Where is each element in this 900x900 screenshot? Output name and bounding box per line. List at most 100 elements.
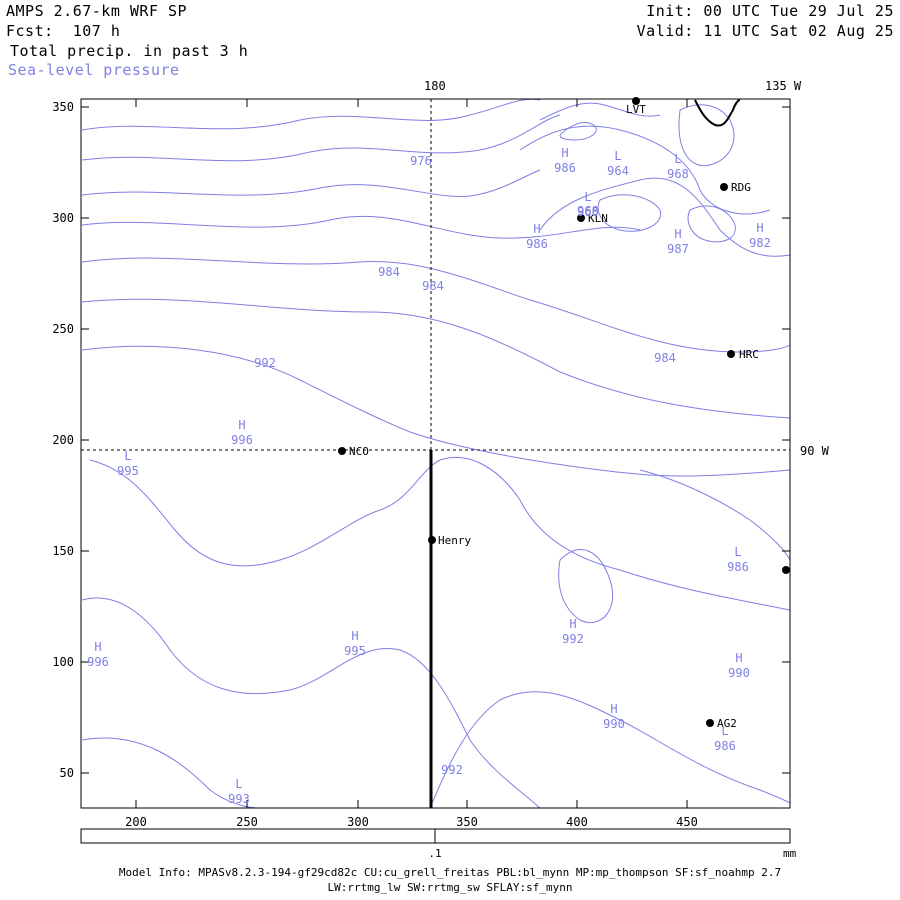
svg-text:995: 995 [117,464,139,478]
model-info-line2: LW:rrtmg_lw SW:rrtmg_sw SFLAY:sf_mynn [327,881,573,894]
svg-text:H: H [351,629,358,643]
x-tick-label: 300 [347,815,369,829]
svg-text:L: L [584,190,591,204]
contour-label: 976 [410,154,432,168]
model-info-line1: Model Info: MPASv8.2.3-194-gf29cd82c CU:… [118,866,782,879]
svg-text:L: L [235,777,242,791]
svg-text:H: H [238,418,245,432]
contour-label: 984 [378,265,400,279]
x-tick-label: 250 [236,815,258,829]
station-unnamed [782,566,790,574]
svg-text:968: 968 [667,167,689,181]
station-hrc: HRC [727,348,759,361]
coastline [694,99,741,127]
lon-label-90w: 90 W [800,444,830,458]
y-tick-label: 250 [52,322,74,336]
svg-text:992: 992 [562,632,584,646]
svg-text:986: 986 [526,237,548,251]
svg-text:990: 990 [603,717,625,731]
y-tick-label: 150 [52,544,74,558]
station-nco: NCO [338,445,369,458]
svg-text:990: 990 [728,666,750,680]
y-axis-ticks [81,106,790,774]
svg-text:H: H [561,146,568,160]
y-tick-label: 300 [52,211,74,225]
svg-text:H: H [735,651,742,665]
svg-text:H: H [756,221,763,235]
forecast-hour: Fcst: 107 h [6,22,121,40]
svg-text:H: H [610,702,617,716]
y-tick-label: 100 [52,655,74,669]
svg-text:AG2: AG2 [717,717,737,730]
y-tick-label: 50 [60,766,74,780]
svg-text:KLN: KLN [588,212,608,225]
svg-text:964: 964 [607,164,629,178]
svg-text:986: 986 [554,161,576,175]
contour-label: 992 [441,763,463,777]
station-kln: KLN [577,212,608,225]
y-tick-label: 200 [52,433,74,447]
init-time: Init: 00 UTC Tue 29 Jul 25 [646,2,894,20]
svg-text:L: L [124,449,131,463]
contour-label: 968 [577,204,599,218]
x-axis-ticks [135,99,688,808]
svg-text:986: 986 [727,560,749,574]
lon-label-180: 180 [424,79,446,93]
svg-text:L: L [721,724,728,738]
svg-text:LVT: LVT [626,103,646,116]
x-tick-label: 200 [125,815,147,829]
svg-text:H: H [94,640,101,654]
svg-text:987: 987 [667,242,689,256]
contour-label: 984 [422,279,444,293]
station-rdg: RDG [720,181,751,194]
lon-label-135w: 135 W [765,79,802,93]
precip-label: Total precip. in past 3 h [10,42,249,60]
svg-text:982: 982 [749,236,771,250]
slp-label: Sea-level pressure [8,61,180,79]
svg-text:H: H [569,617,576,631]
contour-label: 992 [254,356,276,370]
station-lvt: LVT [626,97,646,116]
pressure-contours [81,98,791,809]
svg-text:L: L [734,545,741,559]
svg-text:996: 996 [87,655,109,669]
svg-text:RDG: RDG [731,181,751,194]
valid-time: Valid: 11 UTC Sat 02 Aug 25 [636,22,894,40]
station-henry: Henry [428,534,471,547]
svg-text:993: 993 [228,792,250,806]
station-ag2: AG2 [706,717,737,730]
svg-text:Henry: Henry [438,534,471,547]
svg-text:986: 986 [714,739,736,753]
x-tick-label: 350 [456,815,478,829]
colorbar-unit: mm [783,847,797,860]
contour-label: 984 [654,351,676,365]
model-title: AMPS 2.67-km WRF SP [6,2,188,20]
svg-text:996: 996 [231,433,253,447]
x-tick-label: 450 [676,815,698,829]
svg-text:L: L [674,152,681,166]
map-frame [80,98,791,809]
x-tick-label: 400 [566,815,588,829]
svg-text:960: 960 [577,205,599,219]
svg-text:H: H [533,222,540,236]
svg-text:NCO: NCO [349,445,369,458]
y-tick-label: 350 [52,100,74,114]
svg-text:HRC: HRC [739,348,759,361]
